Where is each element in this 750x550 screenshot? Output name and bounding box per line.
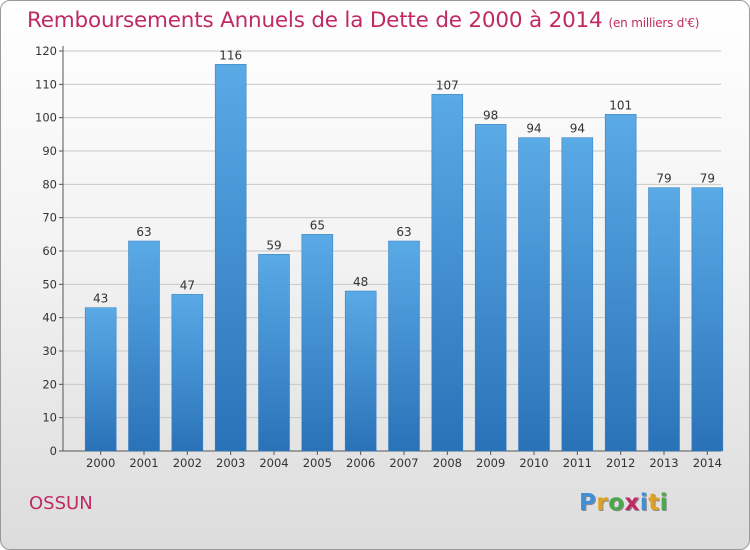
y-tick-label: 60: [42, 244, 57, 258]
y-tick-label: 20: [42, 377, 57, 391]
logo-letter: t: [648, 490, 660, 516]
y-tick-label: 70: [42, 211, 57, 225]
bar: [171, 294, 204, 452]
bar: [214, 64, 247, 452]
chart-title-text: Remboursements Annuels de la Dette de 20…: [27, 8, 603, 33]
data-label: 48: [353, 275, 368, 289]
bar: [561, 137, 594, 452]
x-tick-label: 2008: [433, 456, 462, 470]
proxiti-logo[interactable]: Proxiti: [579, 490, 668, 516]
x-tick-label: 2002: [173, 456, 202, 470]
data-label: 59: [266, 238, 281, 252]
data-label: 107: [436, 78, 459, 92]
bars: [84, 64, 724, 452]
bar: [474, 124, 507, 452]
x-tick-label: 2011: [563, 456, 592, 470]
data-label: 79: [656, 172, 671, 186]
bar: [84, 307, 117, 452]
x-tick-label: 2014: [693, 456, 722, 470]
data-label: 79: [700, 172, 715, 186]
x-tick-label: 2010: [519, 456, 548, 470]
axes: 0 10 20 30 40 50 60 70 80 90 100 110 120 2000 2001 2002…: [35, 44, 722, 470]
bar: [301, 234, 334, 452]
data-label: 94: [570, 122, 585, 136]
logo-letter: o: [608, 490, 625, 516]
x-tick-label: 2001: [129, 456, 158, 470]
y-tick-label: 110: [35, 77, 57, 91]
x-tick-label: 2003: [216, 456, 245, 470]
data-label: 98: [483, 108, 498, 122]
data-label: 65: [310, 218, 325, 232]
y-tick-label: 100: [35, 111, 57, 125]
bar: [691, 187, 724, 452]
data-label: 94: [526, 122, 541, 136]
y-tick-label: 40: [42, 311, 57, 325]
data-label: 116: [219, 48, 242, 62]
x-tick-label: 2000: [86, 456, 115, 470]
y-tick-label: 30: [42, 344, 57, 358]
labels: 43 63 47 116 59 65 48 63 107 98 94 94 101 79 79: [93, 48, 715, 305]
data-label: 63: [396, 225, 411, 239]
logo-letter: i: [659, 490, 669, 516]
x-tick-label: 2009: [476, 456, 505, 470]
bar: [431, 94, 464, 452]
bar: [604, 114, 637, 452]
logo-letter: r: [596, 490, 609, 516]
bar: [344, 290, 377, 452]
data-label: 43: [93, 292, 108, 306]
x-tick-label: 2004: [259, 456, 288, 470]
x-tick-label: 2012: [606, 456, 635, 470]
y-tick-label: 80: [42, 177, 57, 191]
x-tick-label: 2013: [649, 456, 678, 470]
y-tick-label: 10: [42, 411, 57, 425]
y-tick-label: 120: [35, 44, 57, 58]
y-tick-label: 90: [42, 144, 57, 158]
bar: [258, 254, 290, 452]
x-tick-label: 2007: [389, 456, 418, 470]
bar: [128, 240, 160, 452]
data-label: 47: [180, 278, 195, 292]
bar: [518, 137, 550, 452]
data-label: 63: [136, 225, 151, 239]
y-tick-label: 50: [42, 277, 57, 291]
logo-letter: P: [579, 490, 597, 516]
chart-unit: (en milliers d'€): [608, 16, 700, 30]
x-tick-label: 2005: [303, 456, 332, 470]
bar: [388, 240, 420, 452]
bar: [648, 187, 680, 452]
y-tick-label: 0: [50, 444, 57, 458]
chart-title: Remboursements Annuels de la Dette de 20…: [27, 8, 699, 33]
logo-letter: x: [624, 490, 640, 516]
data-label: 101: [609, 98, 632, 112]
city-name: OSSUN: [29, 493, 93, 514]
x-tick-label: 2006: [346, 456, 375, 470]
logo-letter: i: [639, 490, 649, 516]
